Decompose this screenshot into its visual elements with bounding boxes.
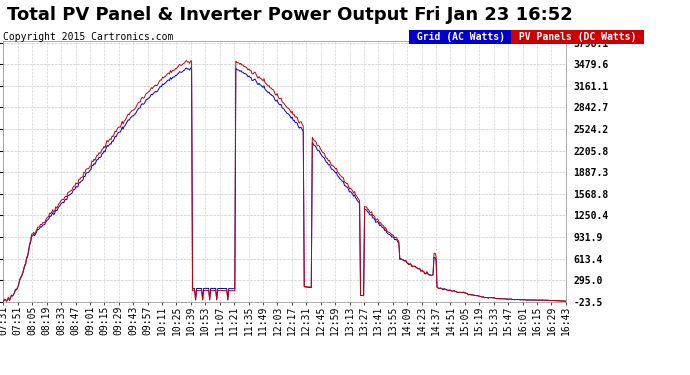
Text: Copyright 2015 Cartronics.com: Copyright 2015 Cartronics.com xyxy=(3,32,174,42)
Text: PV Panels (DC Watts): PV Panels (DC Watts) xyxy=(513,32,642,42)
Text: Grid (AC Watts): Grid (AC Watts) xyxy=(411,32,511,42)
Text: Total PV Panel & Inverter Power Output Fri Jan 23 16:52: Total PV Panel & Inverter Power Output F… xyxy=(7,6,573,24)
